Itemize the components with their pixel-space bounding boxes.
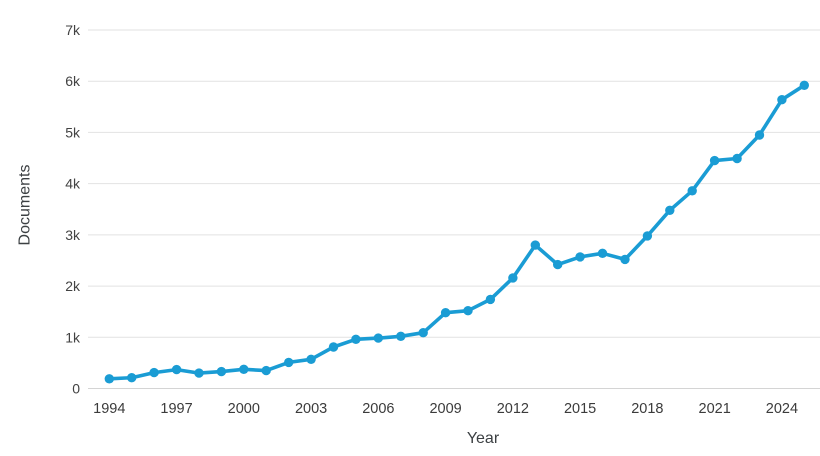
data-point-2015[interactable] xyxy=(575,252,585,262)
x-tick-label-1997: 1997 xyxy=(160,401,192,417)
data-point-2021[interactable] xyxy=(709,155,720,166)
y-tick-label-3k: 3k xyxy=(65,227,81,243)
data-point-1998[interactable] xyxy=(194,368,204,378)
y-tick-label-0: 0 xyxy=(72,381,80,397)
x-tick-label-2024: 2024 xyxy=(766,401,798,417)
x-tick-label-2000: 2000 xyxy=(228,401,260,417)
data-point-2020[interactable] xyxy=(687,186,697,196)
data-point-2002[interactable] xyxy=(284,357,294,368)
data-point-1995[interactable] xyxy=(127,373,137,383)
x-tick-label-2015: 2015 xyxy=(564,401,596,417)
x-axis-tick-labels: 1994 1997 2000 2003 2006 2009 2012 2015 2018 2021… xyxy=(93,401,798,417)
documents-trend-line xyxy=(107,83,807,381)
data-point-2012[interactable] xyxy=(508,273,518,283)
data-point-2013[interactable] xyxy=(530,240,540,250)
data-point-2014[interactable] xyxy=(553,259,563,270)
data-point-2018[interactable] xyxy=(642,231,653,241)
data-point-1999[interactable] xyxy=(216,366,227,377)
y-tick-label-5k: 5k xyxy=(65,124,81,140)
x-tick-label-2003: 2003 xyxy=(295,401,327,417)
data-point-2003[interactable] xyxy=(306,354,316,364)
x-tick-label-2009: 2009 xyxy=(429,401,461,417)
data-point-2006[interactable] xyxy=(373,333,383,343)
data-point-1996[interactable] xyxy=(149,367,159,378)
x-tick-label-1994: 1994 xyxy=(93,401,125,417)
data-point-2023[interactable] xyxy=(754,130,765,140)
x-tick-label-2021: 2021 xyxy=(699,401,731,417)
data-point-2000[interactable] xyxy=(239,364,249,374)
data-point-2004[interactable] xyxy=(328,342,339,352)
data-point-2007[interactable] xyxy=(396,331,406,341)
x-tick-label-2006: 2006 xyxy=(362,401,394,417)
y-axis-title: Documents xyxy=(17,165,34,246)
data-point-2001[interactable] xyxy=(261,365,271,376)
x-tick-label-2018: 2018 xyxy=(631,401,663,417)
x-tick-label-2012: 2012 xyxy=(497,401,529,417)
data-point-2010[interactable] xyxy=(463,306,473,316)
data-point-1997[interactable] xyxy=(171,364,182,375)
y-tick-label-7k: 7k xyxy=(65,22,81,38)
data-point-2019[interactable] xyxy=(665,205,675,215)
data-point-2022[interactable] xyxy=(732,153,742,164)
y-tick-label-2k: 2k xyxy=(65,278,81,294)
data-point-2017[interactable] xyxy=(620,254,630,265)
gridlines-group xyxy=(88,29,820,389)
y-tick-label-1k: 1k xyxy=(65,329,81,345)
data-point-2025[interactable] xyxy=(799,80,809,91)
y-axis-tick-labels: 0 1k 2k 3k 4k 5k 6k 7k xyxy=(65,22,81,397)
data-point-2016[interactable] xyxy=(597,248,608,258)
data-point-2008[interactable] xyxy=(418,328,428,338)
y-tick-label-4k: 4k xyxy=(65,176,81,192)
y-tick-label-6k: 6k xyxy=(65,73,81,89)
line-series-group xyxy=(104,80,809,384)
data-point-2011[interactable] xyxy=(485,294,496,305)
x-axis-title: Year xyxy=(467,430,500,447)
data-point-2009[interactable] xyxy=(440,308,451,318)
data-point-1994[interactable] xyxy=(104,374,115,384)
data-point-2024[interactable] xyxy=(777,95,787,105)
data-point-2005[interactable] xyxy=(351,334,361,344)
